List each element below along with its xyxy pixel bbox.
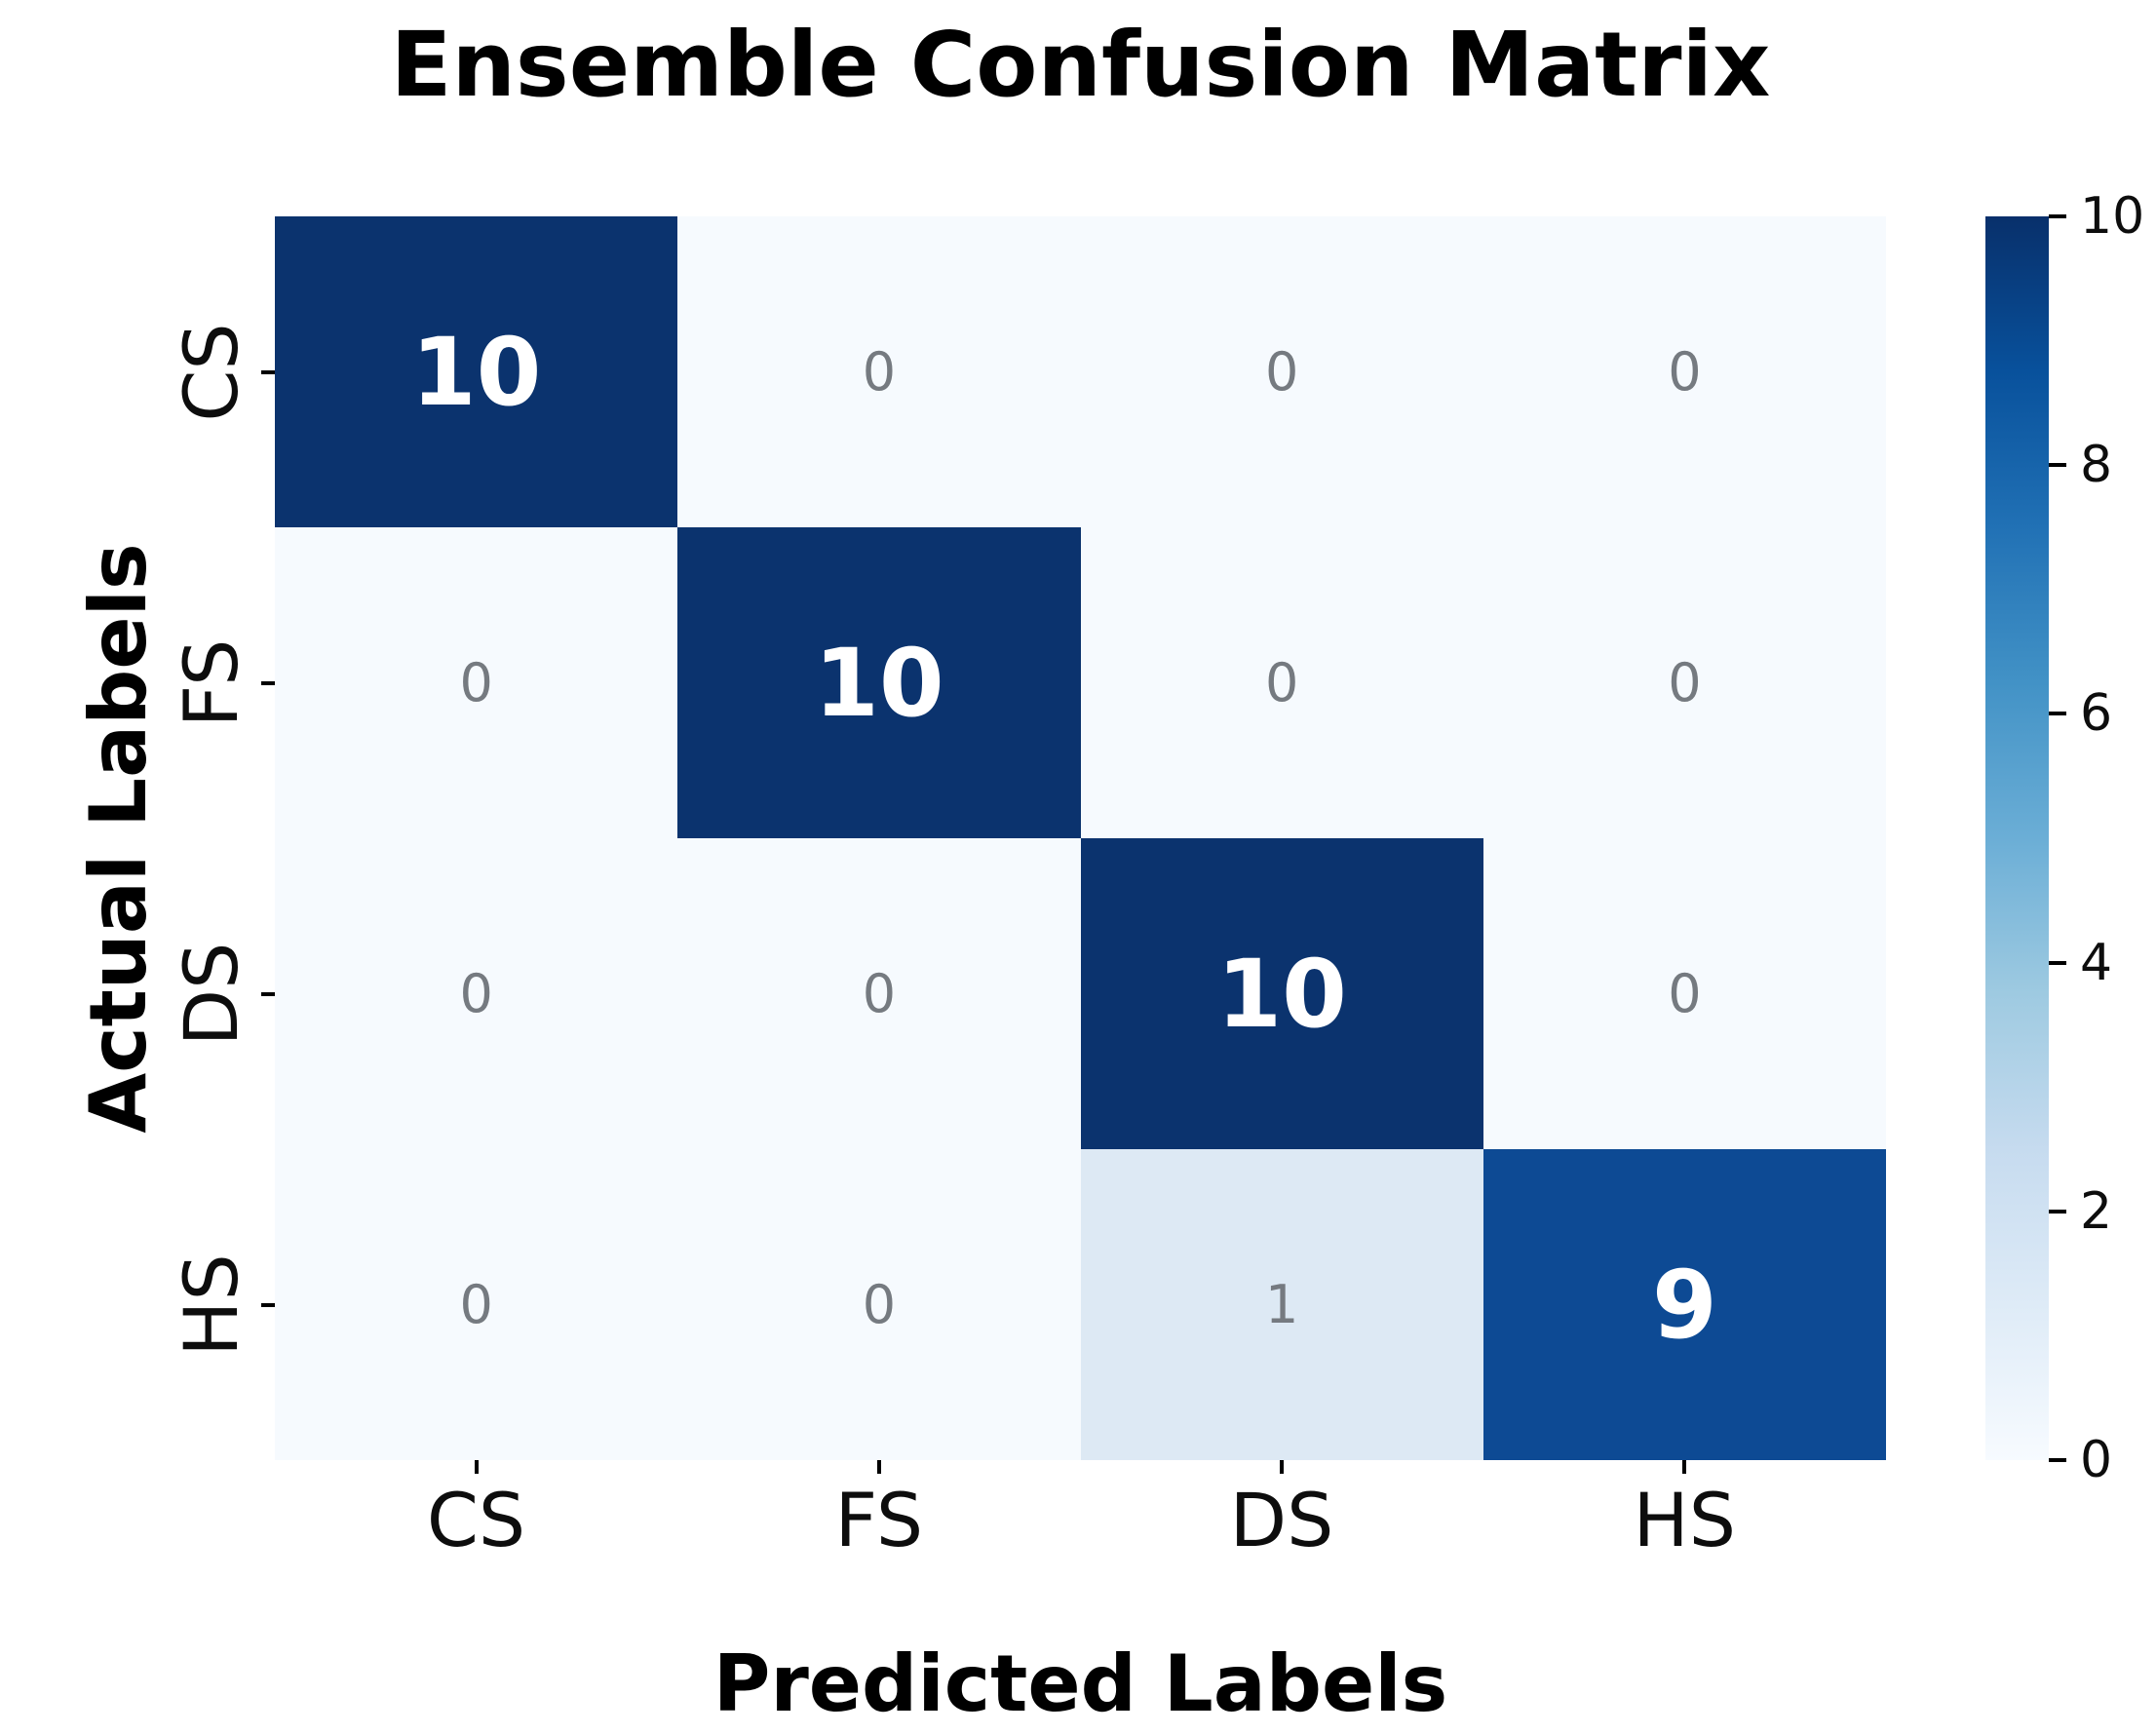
matrix-cell: 10 — [1080, 838, 1483, 1149]
colorbar-tick-mark — [2049, 712, 2066, 716]
y-tick-mark — [261, 680, 275, 685]
cell-value: 0 — [459, 1273, 493, 1335]
cell-value: 9 — [1651, 1250, 1717, 1360]
cell-value: 10 — [814, 628, 944, 738]
cell-value: 0 — [862, 1273, 897, 1335]
x-tick-label: DS — [1229, 1477, 1334, 1563]
colorbar-tick-label: 6 — [2080, 684, 2113, 744]
x-tick-label: CS — [426, 1477, 526, 1563]
x-tick-mark — [1280, 1460, 1285, 1474]
colorbar-tick-label: 0 — [2080, 1431, 2113, 1489]
cell-value: 0 — [862, 962, 897, 1024]
chart-title: Ensemble Confusion Matrix — [390, 13, 1771, 117]
matrix-cell: 0 — [677, 216, 1081, 527]
cell-value: 0 — [459, 651, 493, 713]
matrix-cell: 0 — [1482, 838, 1886, 1149]
matrix-cell: 0 — [1482, 216, 1886, 527]
colorbar-tick-mark — [2049, 1209, 2066, 1214]
x-tick-label: FS — [834, 1477, 924, 1563]
x-axis-label: Predicted Labels — [712, 1638, 1448, 1729]
x-tick-mark — [474, 1460, 479, 1474]
matrix-cell: 10 — [677, 527, 1081, 838]
y-axis-label: Actual Labels — [73, 543, 164, 1134]
cell-value: 0 — [1264, 340, 1299, 403]
matrix-cell: 1 — [1080, 1149, 1483, 1460]
cell-value: 10 — [1216, 939, 1347, 1049]
matrix-cell: 0 — [1080, 216, 1483, 527]
x-tick-mark — [876, 1460, 881, 1474]
cell-value: 0 — [1668, 340, 1702, 403]
matrix-cell: 0 — [677, 1149, 1081, 1460]
cell-value: 0 — [1668, 651, 1702, 713]
colorbar-tick-label: 8 — [2080, 436, 2113, 495]
colorbar-tick-label: 10 — [2080, 187, 2145, 246]
matrix-cell: 0 — [677, 838, 1081, 1149]
matrix-cell: 0 — [1482, 527, 1886, 838]
y-tick-mark — [261, 369, 275, 374]
cell-value: 0 — [459, 962, 493, 1024]
cell-value: 10 — [410, 317, 542, 427]
x-tick-label: HS — [1633, 1477, 1736, 1563]
y-tick-mark — [261, 991, 275, 996]
x-tick-mark — [1682, 1460, 1687, 1474]
y-tick-mark — [261, 1302, 275, 1307]
matrix-cell: 10 — [275, 216, 678, 527]
colorbar-tick-mark — [2049, 960, 2066, 965]
matrix-cell: 0 — [275, 1149, 678, 1460]
colorbar-gradient — [1985, 216, 2049, 1460]
colorbar-tick-label: 2 — [2080, 1181, 2113, 1241]
matrix-cell: 0 — [275, 838, 678, 1149]
cell-value: 0 — [1264, 651, 1299, 713]
matrix-cell: 0 — [1080, 527, 1483, 838]
matrix-cell: 9 — [1482, 1149, 1886, 1460]
colorbar-tick-mark — [2049, 463, 2066, 468]
cell-value: 1 — [1264, 1273, 1299, 1335]
matrix-cell: 0 — [275, 527, 678, 838]
colorbar-tick-mark — [2049, 214, 2066, 218]
colorbar-tick-mark — [2049, 1458, 2066, 1462]
cell-value: 0 — [862, 340, 897, 403]
colorbar-tick-label: 4 — [2080, 933, 2113, 992]
cell-value: 0 — [1668, 962, 1702, 1024]
heatmap-grid: 10 0 0 0 0 10 0 0 0 0 10 0 0 0 1 9 — [275, 216, 1886, 1460]
